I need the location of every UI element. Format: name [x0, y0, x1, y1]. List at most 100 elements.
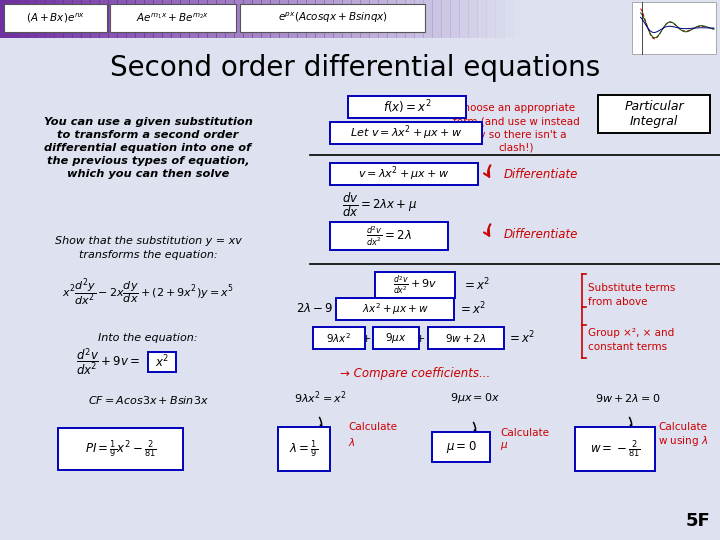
Bar [575, 427, 655, 471]
Bar [504, 0, 514, 38]
Text: Show that the substitution y = xv
transforms the equation:: Show that the substitution y = xv transf… [55, 236, 241, 260]
Bar [558, 0, 568, 38]
Bar [330, 222, 448, 250]
Bar [684, 0, 694, 38]
Text: Substitute terms
from above: Substitute terms from above [588, 284, 675, 307]
Text: Differentiate: Differentiate [504, 227, 578, 240]
Bar [477, 0, 487, 38]
Bar [693, 0, 703, 38]
Text: $x^2$: $x^2$ [155, 354, 169, 370]
Bar [288, 0, 298, 38]
Text: $9\lambda x^2$: $9\lambda x^2$ [326, 331, 351, 345]
Bar [375, 272, 455, 298]
Bar [313, 327, 365, 349]
Text: Particular
Integral: Particular Integral [624, 100, 684, 128]
Text: 5F: 5F [685, 512, 710, 530]
Text: $(A + Bx)e^{nx}$: $(A + Bx)e^{nx}$ [26, 11, 85, 25]
Bar [72, 0, 82, 38]
Bar [99, 0, 109, 38]
Text: $2\lambda - 9$: $2\lambda - 9$ [295, 301, 333, 314]
Text: $\lambda x^2 + \mu x + w$: $\lambda x^2 + \mu x + w$ [361, 301, 428, 317]
Bar [621, 0, 631, 38]
Text: $= x^2$: $= x^2$ [458, 301, 487, 318]
Bar [0, 0, 10, 38]
Bar [441, 0, 451, 38]
Bar [603, 0, 613, 38]
Bar [180, 0, 190, 38]
Bar [632, 2, 716, 54]
Text: $f(x) = x^2$: $f(x) = x^2$ [382, 98, 431, 116]
Bar [612, 0, 622, 38]
Bar [148, 352, 176, 372]
Text: Second order differential equations: Second order differential equations [110, 54, 600, 82]
Text: $e^{px}(Acosqx + Bsinqx)$: $e^{px}(Acosqx + Bsinqx)$ [277, 11, 387, 25]
Bar [330, 163, 478, 185]
Bar [486, 0, 496, 38]
Bar [27, 0, 37, 38]
Bar [162, 0, 172, 38]
Bar [540, 0, 550, 38]
Bar [522, 0, 532, 38]
Bar [675, 0, 685, 38]
Text: $+$: $+$ [361, 333, 371, 343]
Bar [330, 122, 482, 144]
Bar [432, 0, 442, 38]
Bar [450, 0, 460, 38]
Bar [126, 0, 136, 38]
Text: $+$: $+$ [415, 333, 425, 343]
Text: $\lambda = \frac{1}{9}$: $\lambda = \frac{1}{9}$ [289, 438, 318, 460]
Bar [189, 0, 199, 38]
Bar [333, 0, 343, 38]
Bar [387, 0, 397, 38]
Text: $= x^2$: $= x^2$ [462, 276, 490, 293]
Bar [630, 0, 640, 38]
Bar [396, 0, 406, 38]
Text: $CF = Acos3x + Bsin3x$: $CF = Acos3x + Bsin3x$ [88, 394, 208, 406]
Bar [702, 0, 712, 38]
Bar [348, 96, 466, 118]
Bar [378, 0, 388, 38]
Text: $9w + 2\lambda = 0$: $9w + 2\lambda = 0$ [595, 392, 661, 404]
Bar [432, 432, 490, 462]
Bar [711, 0, 720, 38]
Text: $= x^2$: $= x^2$ [507, 330, 536, 346]
Bar [198, 0, 208, 38]
Text: $9\mu x$: $9\mu x$ [385, 331, 407, 345]
Bar [110, 4, 236, 32]
Text: Differentiate: Differentiate [504, 168, 578, 181]
Bar [567, 0, 577, 38]
Bar [423, 0, 433, 38]
Text: You can use a given substitution
to transform a second order
differential equati: You can use a given substitution to tran… [44, 117, 253, 179]
Bar [225, 0, 235, 38]
Bar [81, 0, 91, 38]
Text: Calculate
$\mu$: Calculate $\mu$ [500, 428, 549, 452]
Text: Group ×², × and
constant terms: Group ×², × and constant terms [588, 328, 674, 352]
Bar [468, 0, 478, 38]
Text: $Let\ v = \lambda x^2 + \mu x + w$: $Let\ v = \lambda x^2 + \mu x + w$ [350, 124, 462, 143]
Bar [459, 0, 469, 38]
Bar [9, 0, 19, 38]
Bar [324, 0, 334, 38]
Bar [216, 0, 226, 38]
Text: $PI = \frac{1}{9}x^2 - \frac{2}{81}$: $PI = \frac{1}{9}x^2 - \frac{2}{81}$ [85, 438, 156, 460]
Bar [648, 0, 658, 38]
Text: → Compare coefficients...: → Compare coefficients... [340, 368, 490, 381]
Bar [45, 0, 55, 38]
Text: Choose an appropriate
form (and use w instead
of v so there isn't a
clash!): Choose an appropriate form (and use w in… [453, 103, 580, 153]
Bar [261, 0, 271, 38]
Bar [576, 0, 586, 38]
Bar [234, 0, 244, 38]
Text: $x^2\dfrac{d^2y}{dx^2} - 2x\dfrac{dy}{dx} + (2 + 9x^2)y = x^5$: $x^2\dfrac{d^2y}{dx^2} - 2x\dfrac{dy}{dx… [62, 276, 234, 308]
Text: $w = -\frac{2}{81}$: $w = -\frac{2}{81}$ [590, 438, 641, 460]
Bar [336, 298, 454, 320]
Bar [373, 327, 419, 349]
Text: $\dfrac{dv}{dx} = 2\lambda x + \mu$: $\dfrac{dv}{dx} = 2\lambda x + \mu$ [343, 191, 418, 219]
Bar [63, 0, 73, 38]
Bar [342, 0, 352, 38]
Bar [279, 0, 289, 38]
Bar [549, 0, 559, 38]
Text: $\dfrac{d^2v}{dx^2} + 9v =$: $\dfrac{d^2v}{dx^2} + 9v =$ [76, 346, 140, 378]
Bar [243, 0, 253, 38]
Bar [369, 0, 379, 38]
Bar [144, 0, 154, 38]
